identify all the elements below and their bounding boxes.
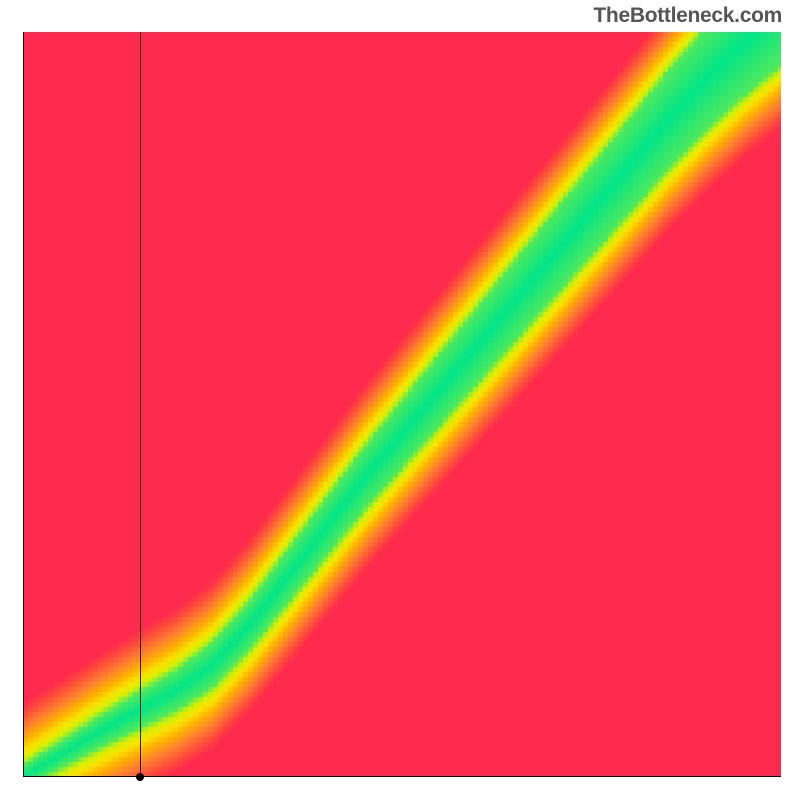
heatmap-plot — [23, 32, 781, 777]
crosshair-vertical-line — [140, 32, 141, 777]
heatmap-canvas — [23, 32, 781, 777]
y-axis-line — [23, 32, 24, 777]
crosshair-marker-dot — [136, 773, 144, 781]
watermark-text: TheBottleneck.com — [593, 4, 782, 28]
